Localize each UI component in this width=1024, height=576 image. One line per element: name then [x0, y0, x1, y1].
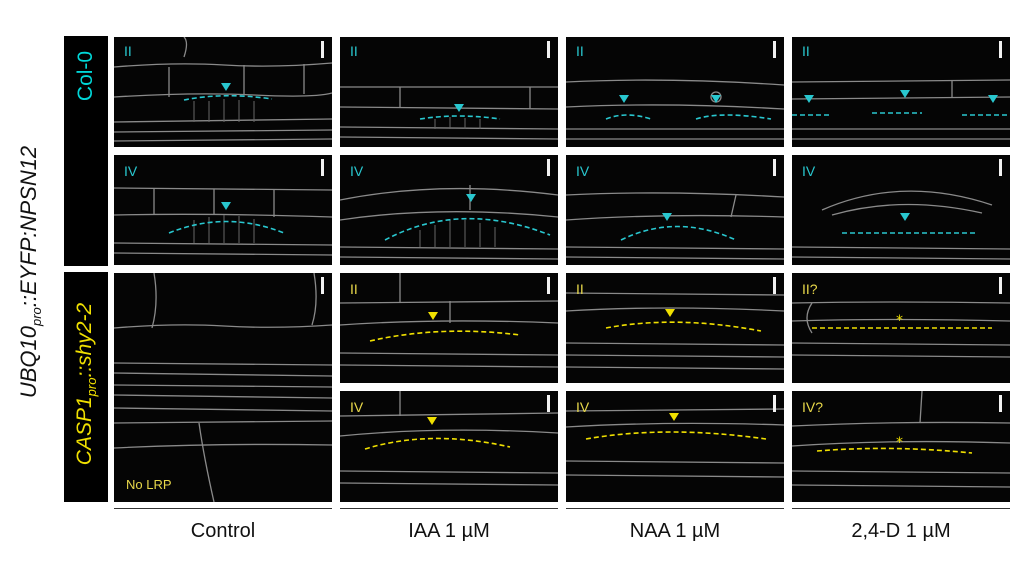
- scale-bar: [999, 395, 1002, 412]
- genotype-box-col0: Col-0: [64, 36, 108, 266]
- stage-label: II: [124, 43, 132, 59]
- stage-label: IV: [802, 163, 816, 179]
- scale-bar: [547, 41, 550, 58]
- column-label-control: Control: [190, 520, 256, 542]
- micrograph-col0-naa-stage4: IV: [566, 155, 784, 265]
- genotype-label-col0: Col-0: [74, 50, 97, 102]
- scale-bar: [773, 159, 776, 176]
- scale-bar: [773, 395, 776, 412]
- asterisk-marker: *: [896, 313, 903, 329]
- micrograph-col0-24d-stage4: IV: [792, 155, 1010, 265]
- scale-bar: [321, 277, 324, 294]
- scale-bar: [773, 41, 776, 58]
- scale-bar: [773, 277, 776, 294]
- stage-label: IV: [124, 163, 138, 179]
- stage-label: II: [576, 43, 584, 59]
- column-underline: [792, 508, 1010, 509]
- micrograph-shy2-24d-stage2: * II?: [792, 273, 1010, 383]
- stage-label: II: [802, 43, 810, 59]
- scale-bar: [999, 41, 1002, 58]
- scale-bar: [321, 41, 324, 58]
- micrograph-shy2-iaa-stage2: II: [340, 273, 558, 383]
- genotype-label-shy2: CASP1pro::shy2-2: [72, 302, 100, 466]
- scale-bar: [999, 277, 1002, 294]
- column-underline: [340, 508, 558, 509]
- micrograph-col0-iaa-stage2: II: [340, 37, 558, 147]
- column-label-naa: NAA 1 µM: [629, 520, 721, 542]
- micrograph-col0-iaa-stage4: IV: [340, 155, 558, 265]
- no-lrp-label: No LRP: [126, 477, 172, 492]
- scale-bar: [999, 159, 1002, 176]
- micrograph-shy2-naa-stage2: II: [566, 273, 784, 383]
- stage-label: II: [350, 281, 358, 297]
- column-underline: [566, 508, 784, 509]
- micrograph-col0-control-stage4: IV: [114, 155, 332, 265]
- micrograph-shy2-naa-stage4: IV: [566, 391, 784, 502]
- micrograph-shy2-24d-stage4: * IV?: [792, 391, 1010, 502]
- stage-label: IV: [576, 399, 590, 415]
- stage-label: II?: [802, 281, 818, 297]
- stage-label: IV: [576, 163, 590, 179]
- column-label-iaa: IAA 1 µM: [408, 520, 490, 542]
- stage-label: IV: [350, 163, 364, 179]
- micrograph-col0-24d-stage2: II: [792, 37, 1010, 147]
- stage-label: II: [576, 281, 584, 297]
- column-underline: [114, 508, 332, 509]
- scale-bar: [321, 159, 324, 176]
- column-label-24d: 2,4-D 1 µM: [851, 520, 951, 542]
- scale-bar: [547, 395, 550, 412]
- micrograph-col0-naa-stage2: II: [566, 37, 784, 147]
- micrograph-col0-control-stage2: II: [114, 37, 332, 147]
- stage-label: II: [350, 43, 358, 59]
- stage-label: IV?: [802, 399, 824, 415]
- scale-bar: [547, 277, 550, 294]
- construct-label: UBQ10pro::EYFP:NPSN12: [15, 145, 45, 399]
- stage-label: IV: [350, 399, 364, 415]
- micrograph-shy2-control: No LRP: [114, 273, 332, 502]
- genotype-box-shy2: CASP1pro::shy2-2: [64, 272, 108, 502]
- asterisk-marker: *: [896, 435, 903, 451]
- micrograph-shy2-iaa-stage4: IV: [340, 391, 558, 502]
- scale-bar: [547, 159, 550, 176]
